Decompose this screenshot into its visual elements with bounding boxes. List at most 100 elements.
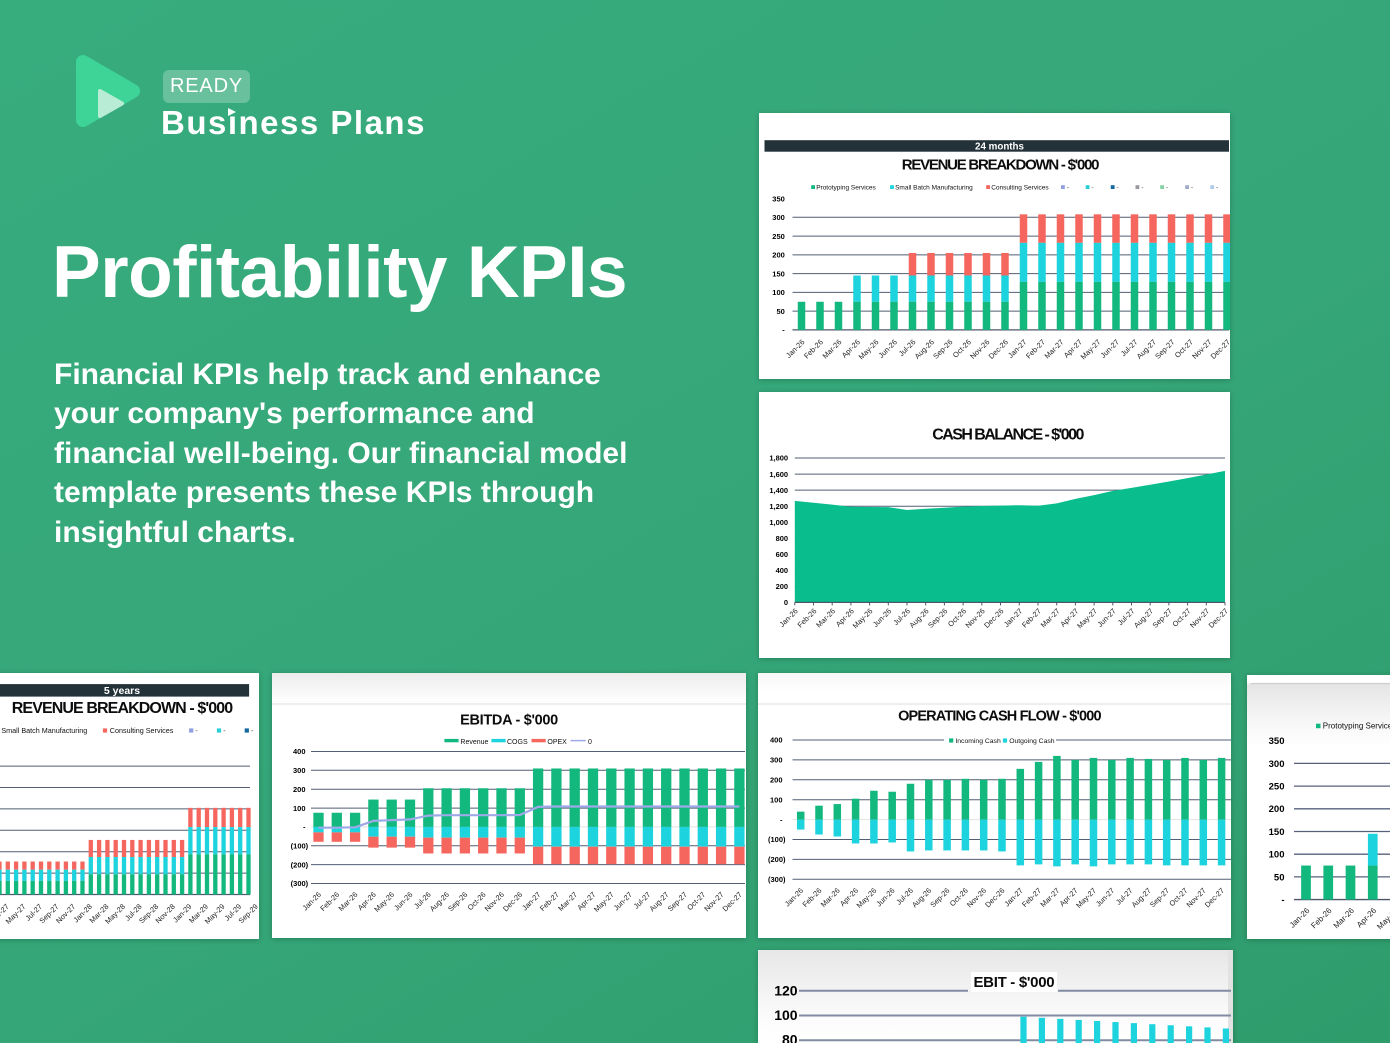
- svg-text:Feb-26: Feb-26: [795, 607, 818, 630]
- svg-text:Aug-26: Aug-26: [910, 886, 933, 909]
- svg-text:Jun-26: Jun-26: [874, 886, 896, 908]
- svg-text:400: 400: [293, 747, 306, 756]
- svg-text:(300): (300): [768, 875, 786, 884]
- svg-text:-: -: [1191, 184, 1193, 191]
- svg-text:Feb-26: Feb-26: [318, 890, 341, 913]
- svg-text:150: 150: [1269, 827, 1285, 838]
- svg-text:Mar-27: Mar-27: [1038, 886, 1061, 909]
- svg-text:Feb-26: Feb-26: [1309, 906, 1334, 931]
- svg-text:Sep-26: Sep-26: [928, 886, 951, 909]
- svg-text:Feb-27: Feb-27: [1020, 607, 1043, 630]
- svg-text:Jun-26: Jun-26: [871, 607, 893, 629]
- svg-text:(300): (300): [291, 879, 309, 888]
- svg-text:Mar-27: Mar-27: [0, 902, 11, 925]
- svg-text:OPEX: OPEX: [547, 739, 567, 746]
- svg-text:200: 200: [772, 250, 785, 259]
- svg-text:Feb-27: Feb-27: [1020, 886, 1043, 909]
- svg-text:May-26: May-26: [372, 890, 396, 914]
- svg-text:Nov-26: Nov-26: [964, 607, 987, 630]
- svg-text:-: -: [782, 325, 785, 334]
- svg-text:300: 300: [293, 766, 306, 775]
- svg-text:400: 400: [776, 566, 789, 575]
- svg-text:0: 0: [784, 598, 788, 607]
- svg-text:-: -: [303, 823, 306, 832]
- svg-text:Nov-26: Nov-26: [968, 337, 991, 360]
- svg-text:350: 350: [772, 194, 785, 203]
- svg-text:100: 100: [770, 795, 783, 804]
- svg-text:Feb-26: Feb-26: [800, 886, 823, 909]
- svg-text:1,400: 1,400: [769, 486, 788, 495]
- svg-text:50: 50: [1274, 872, 1285, 883]
- svg-text:OPERATING CASH FLOW - $'000: OPERATING CASH FLOW - $'000: [898, 708, 1101, 724]
- svg-text:Mar-27: Mar-27: [1042, 337, 1065, 360]
- svg-text:-: -: [1281, 895, 1284, 906]
- svg-text:Nov-26: Nov-26: [965, 886, 988, 909]
- svg-text:COGS: COGS: [507, 739, 528, 746]
- svg-text:May-27: May-27: [1075, 607, 1099, 631]
- svg-text:-: -: [1067, 184, 1069, 191]
- svg-text:CASH BALANCE - $'000: CASH BALANCE - $'000: [932, 426, 1084, 443]
- svg-text:(100): (100): [768, 835, 786, 844]
- svg-text:Dec-27: Dec-27: [721, 890, 744, 913]
- svg-text:Small Batch Manufacturing: Small Batch Manufacturing: [895, 184, 973, 191]
- svg-text:120: 120: [774, 982, 798, 998]
- svg-text:Mar-26: Mar-26: [814, 607, 837, 630]
- svg-text:Dec-27: Dec-27: [1209, 337, 1230, 360]
- svg-text:Sep-26: Sep-26: [926, 607, 949, 630]
- svg-text:Dec-26: Dec-26: [501, 890, 524, 913]
- svg-text:May-27: May-27: [592, 890, 616, 914]
- svg-text:Feb-27: Feb-27: [1024, 337, 1047, 360]
- svg-text:Aug-26: Aug-26: [913, 337, 936, 360]
- svg-text:Jun-27: Jun-27: [1095, 607, 1117, 629]
- svg-text:100: 100: [772, 288, 785, 297]
- svg-text:Aug-27: Aug-27: [647, 890, 670, 913]
- svg-text:Mar-26: Mar-26: [820, 337, 843, 360]
- svg-text:Dec-26: Dec-26: [982, 607, 1005, 630]
- svg-text:Aug-27: Aug-27: [1130, 886, 1153, 909]
- svg-text:Mar-26: Mar-26: [337, 890, 360, 913]
- svg-text:May-27: May-27: [1074, 886, 1098, 910]
- svg-text:Consulting Services: Consulting Services: [110, 725, 174, 734]
- svg-text:Feb-27: Feb-27: [538, 890, 561, 913]
- svg-text:Dec-27: Dec-27: [1207, 607, 1230, 630]
- svg-text:-: -: [1166, 184, 1168, 191]
- svg-text:May-26: May-26: [851, 607, 875, 631]
- svg-text:Sep-26: Sep-26: [446, 890, 469, 913]
- svg-text:200: 200: [776, 582, 789, 591]
- svg-text:Jan-27: Jan-27: [1002, 607, 1024, 629]
- svg-text:-: -: [195, 727, 198, 734]
- svg-text:Mar-27: Mar-27: [1039, 607, 1062, 630]
- svg-text:300: 300: [772, 213, 785, 222]
- svg-text:Sep-27: Sep-27: [666, 890, 689, 913]
- svg-text:150: 150: [772, 269, 785, 278]
- svg-text:EBITDA - $'000: EBITDA - $'000: [460, 713, 558, 729]
- svg-text:300: 300: [770, 756, 783, 765]
- svg-text:Jun-27: Jun-27: [612, 890, 634, 912]
- svg-text:Dec-27: Dec-27: [1203, 886, 1226, 909]
- svg-text:200: 200: [770, 776, 783, 785]
- svg-text:Mar-27: Mar-27: [556, 890, 579, 913]
- svg-text:Sep-27: Sep-27: [1151, 607, 1174, 630]
- svg-text:-: -: [1141, 184, 1143, 191]
- svg-text:Small Batch Manufacturing: Small Batch Manufacturing: [1, 725, 87, 734]
- svg-text:Aug-27: Aug-27: [1135, 337, 1158, 360]
- svg-text:(100): (100): [291, 841, 309, 850]
- svg-text:Prototyping Services: Prototyping Services: [1323, 722, 1390, 731]
- svg-text:Sep-26: Sep-26: [931, 337, 954, 360]
- svg-text:Nov-27: Nov-27: [1185, 886, 1208, 909]
- svg-text:Nov-27: Nov-27: [1190, 337, 1213, 360]
- svg-text:350: 350: [1269, 736, 1285, 747]
- svg-text:200: 200: [293, 785, 306, 794]
- svg-text:Sep-27: Sep-27: [1148, 886, 1171, 909]
- svg-text:400: 400: [770, 736, 783, 745]
- svg-text:May-26: May-26: [855, 886, 879, 910]
- svg-text:Jun-27: Jun-27: [1094, 886, 1116, 908]
- svg-text:80: 80: [782, 1032, 798, 1043]
- svg-text:Nov-26: Nov-26: [483, 890, 506, 913]
- svg-text:1,800: 1,800: [769, 454, 788, 463]
- svg-text:Mar-26: Mar-26: [819, 886, 842, 909]
- svg-text:(200): (200): [291, 860, 309, 869]
- svg-text:Sep-27: Sep-27: [1153, 337, 1176, 360]
- svg-text:Jan-26: Jan-26: [1288, 906, 1312, 930]
- svg-text:Jan-26: Jan-26: [777, 607, 799, 629]
